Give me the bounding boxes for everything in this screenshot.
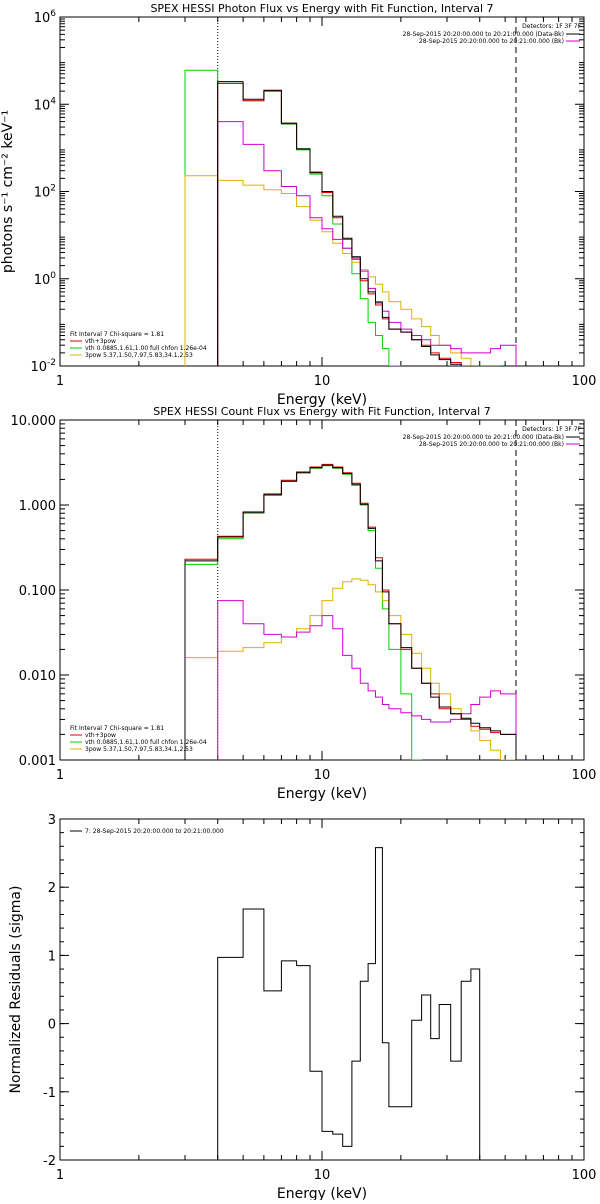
legend-item: vth 0.0885,1.61,1.00 full chfon 1.26e-04 <box>85 345 207 352</box>
legend-item: vth+3pow <box>85 732 116 739</box>
legend: Fit Interval 7 Chi-square = 1.81vth+3pow… <box>70 331 207 359</box>
y-tick-label: 0.100 <box>19 584 56 599</box>
x-tick-label: 1 <box>56 768 64 783</box>
x-tick-label: 10 <box>314 1168 331 1183</box>
y-tick-label: 10-2 <box>30 358 56 375</box>
legend: 7: 28-Sep-2015 20:20:00.000 to 20:21:00.… <box>70 828 224 835</box>
legend-item: 3pow 5.37,1.50,7.97,5.83,34.1,2.53 <box>85 746 193 753</box>
chart-title: SPEX HESSI Photon Flux vs Energy with Fi… <box>150 2 493 15</box>
series-group <box>184 69 517 366</box>
x-tick-label: 10 <box>314 768 331 783</box>
series-thermal-line <box>184 69 402 366</box>
y-tick-base: 10 <box>34 11 51 26</box>
y-tick-label: 0.010 <box>19 669 56 684</box>
series-data-line <box>217 81 462 366</box>
y-tick-label: 102 <box>34 184 56 201</box>
series-group <box>217 847 481 1160</box>
series-powerlaw-line <box>184 578 517 760</box>
info-line-text: 28-Sep-2015 20:20:00.000 to 20:21:00.000… <box>403 434 564 441</box>
series-powerlaw-line <box>184 175 481 366</box>
legend-item: vth+3pow <box>85 338 116 345</box>
legend: Fit Interval 7 Chi-square = 1.81vth+3pow… <box>70 725 207 753</box>
y-tick-exponent: -2 <box>47 358 56 368</box>
x-tick-label: 100 <box>572 1168 597 1183</box>
legend-item: vth 0.0885,1.61,1.00 full chfon 1.26e-04 <box>85 739 207 746</box>
y-tick-label: 100 <box>34 271 57 288</box>
series-background-line <box>217 121 517 366</box>
chart-panel-3: 1 10 100 Energy (keV) -2 -1 0 1 2 3 Normalized Res… <box>8 813 597 1202</box>
series-total-line <box>184 463 517 760</box>
chart-panel-2: SPEX HESSI Count Flux vs Energy with Fit… <box>11 405 597 802</box>
y-axis-label: photons s⁻¹ cm⁻² keV⁻¹ <box>0 110 16 273</box>
y-tick-base: 10 <box>34 98 51 113</box>
y-axis-label: Normalized Residuals (sigma) <box>8 886 24 1094</box>
y-tick-labels: 0.001 0.010 0.100 1.000 10.000 <box>11 414 57 769</box>
series-group <box>184 463 517 760</box>
series-background-line <box>217 600 517 760</box>
y-tick-base: 10 <box>34 186 51 201</box>
x-tick-label: 100 <box>572 374 597 389</box>
detectors-label: Detectors: 1F 3F 7F <box>522 426 581 433</box>
x-tick-label: 100 <box>572 768 597 783</box>
y-tick-label: 0 <box>48 1018 56 1033</box>
series-data-line <box>217 847 481 1160</box>
y-tick-exponent: 2 <box>50 184 56 194</box>
y-tick-label: 1.000 <box>19 499 56 514</box>
y-tick-label: -2 <box>43 1154 56 1169</box>
x-axis-label: Energy (keV) <box>277 1186 367 1200</box>
y-tick-label: 104 <box>34 96 57 113</box>
y-tick-exponent: 0 <box>50 271 56 281</box>
x-tick-label: 10 <box>314 374 331 389</box>
y-tick-base: 10 <box>34 273 51 288</box>
chart-panel-1: SPEX HESSI Photon Flux vs Energy with Fi… <box>0 2 596 408</box>
legend-header: Fit Interval 7 Chi-square = 1.81 <box>70 331 164 338</box>
info-line-text: 28-Sep-2015 20:20:00.000 to 20:21:00.000… <box>419 38 564 45</box>
y-tick-base: 10 <box>30 360 47 375</box>
x-tick-label: 1 <box>56 1168 64 1183</box>
legend-item: 3pow 5.37,1.50,7.97,5.83,34.1,2.53 <box>85 352 193 359</box>
y-tick-labels: -2 -1 0 1 2 3 <box>43 813 56 1169</box>
series-total-line <box>217 82 501 366</box>
y-tick-exponent: 6 <box>50 9 56 19</box>
series-data-line <box>184 464 517 760</box>
series-thermal-line <box>184 465 423 760</box>
info-line-text: 28-Sep-2015 20:20:00.000 to 20:21:00.000… <box>403 31 564 38</box>
plot-frame <box>59 419 585 761</box>
x-tick-labels: 1 10 100 <box>56 374 597 389</box>
detectors-label: Detectors: 1F 3F 7F <box>522 23 581 30</box>
x-tick-labels: 1 10 100 <box>56 768 597 783</box>
y-tick-label: 3 <box>48 813 56 828</box>
chart-title: SPEX HESSI Count Flux vs Energy with Fit… <box>153 405 490 418</box>
legend-header: Fit Interval 7 Chi-square = 1.81 <box>70 725 164 732</box>
y-tick-label: 10.000 <box>11 414 57 429</box>
x-tick-label: 1 <box>56 374 64 389</box>
info-line-text: 28-Sep-2015 20:20:00.000 to 20:21:00.000… <box>419 441 564 448</box>
y-tick-label: 106 <box>34 9 57 26</box>
legend-item: 7: 28-Sep-2015 20:20:00.000 to 20:21:00.… <box>85 828 224 835</box>
y-tick-label: 2 <box>48 881 56 896</box>
y-tick-label: 1 <box>48 949 56 964</box>
x-axis-label: Energy (keV) <box>277 392 367 408</box>
y-tick-label: -1 <box>43 1086 56 1101</box>
y-tick-exponent: 4 <box>50 96 56 106</box>
x-axis-label: Energy (keV) <box>277 786 367 802</box>
x-tick-labels: 1 10 100 <box>56 1168 597 1183</box>
y-tick-label: 0.001 <box>19 754 56 769</box>
